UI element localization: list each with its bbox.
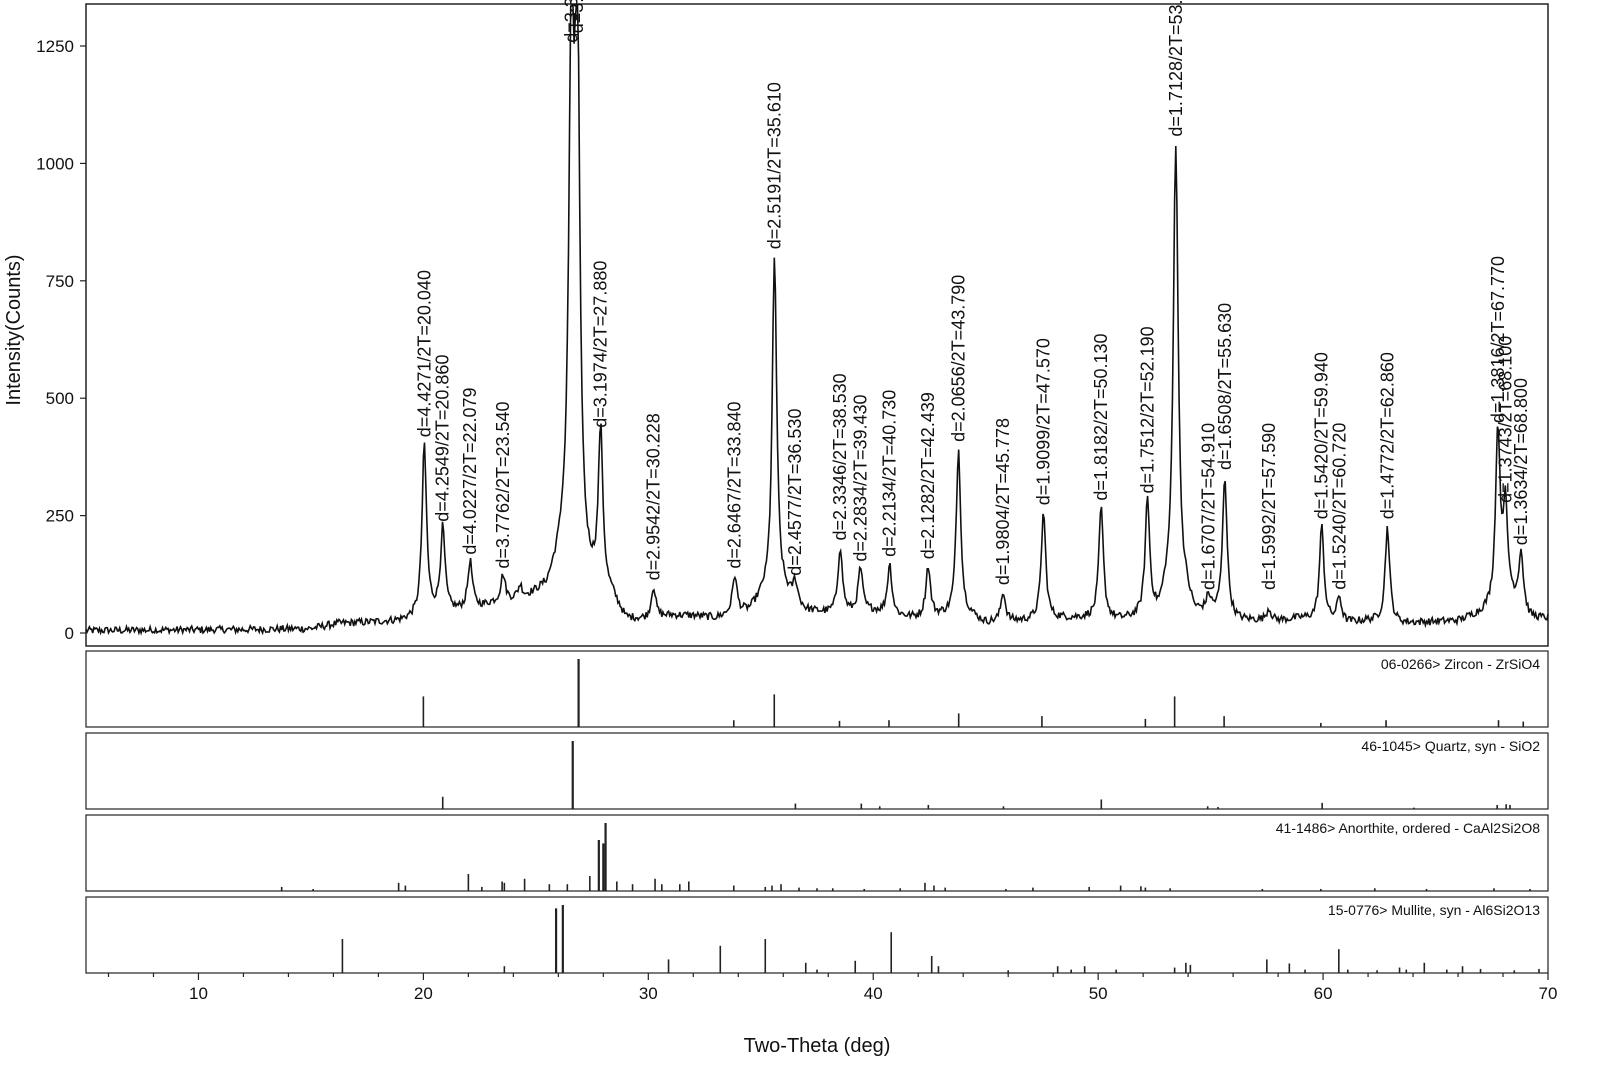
reference-panel: 46-1045> Quartz, syn - SiO2 [85, 732, 1549, 810]
peak-label: d=1.6707/2T=54.910 [1199, 423, 1219, 590]
peak-label: d=1.9804/2T=45.778 [993, 418, 1013, 585]
y-tick-label: 500 [46, 389, 74, 408]
peak-label: d=4.0227/2T=22.079 [460, 387, 480, 554]
reference-panel: 15-0776> Mullite, syn - Al6Si2O13 [85, 896, 1549, 974]
peak-label: d=1.6508/2T=55.630 [1215, 303, 1235, 470]
peak-label: d=1.4772/2T=62.860 [1377, 352, 1397, 519]
peak-label: d=3.3194/2T=26.840 [567, 0, 587, 33]
peak-label: d=1.7128/2T=53.450 [1166, 0, 1186, 137]
y-axis: 0 250 500 750 1000 1250 [36, 37, 86, 643]
peak-label: d=1.8182/2T=50.130 [1091, 333, 1111, 500]
x-tick-label: 30 [639, 984, 658, 1003]
y-tick-label: 750 [46, 272, 74, 291]
reference-pattern-name: 06-0266> Zircon - ZrSiO4 [1381, 656, 1540, 672]
diffraction-pattern-line [85, 5, 1549, 636]
x-axis: 10 20 30 40 50 60 70 [107, 973, 1558, 1003]
peak-label: d=3.3446/2T=26.598 [561, 0, 581, 43]
reference-panel: 06-0266> Zircon - ZrSiO4 [85, 650, 1549, 728]
x-tick-label: 40 [864, 984, 883, 1003]
peak-label: d=3.1974/2T=27.880 [591, 261, 611, 428]
reference-pattern-name: 41-1486> Anorthite, ordered - CaAl2Si2O8 [1276, 820, 1540, 836]
peak-label: d=1.5420/2T=59.940 [1312, 352, 1332, 519]
peak-label: d=4.2549/2T=20.860 [433, 355, 453, 522]
peak-label: d=2.0656/2T=43.790 [949, 275, 969, 442]
peak-label: d=1.9099/2T=47.570 [1034, 338, 1054, 505]
y-tick-label: 250 [46, 507, 74, 526]
peak-label: d=2.6467/2T=33.840 [725, 401, 745, 568]
reference-panel-frame [85, 650, 1549, 728]
peak-label: d=2.1282/2T=42.439 [918, 392, 938, 559]
peak-label: d=2.9542/2T=30.228 [643, 413, 663, 580]
peak-label: d=2.4577/2T=36.530 [785, 409, 805, 576]
reference-panels: 06-0266> Zircon - ZrSiO4 46-1045> Quartz,… [85, 650, 1549, 974]
x-axis-title: Two-Theta (deg) [744, 1035, 891, 1057]
x-tick-label: 10 [189, 984, 208, 1003]
peak-label: d=1.5240/2T=60.720 [1329, 423, 1349, 590]
x-tick-label: 60 [1314, 984, 1333, 1003]
peak-label: d=1.7512/2T=52.190 [1137, 326, 1157, 493]
y-axis-title: Intensity(Counts) [3, 254, 25, 405]
peak-label: d=1.3743/2T=68.100 [1495, 336, 1515, 503]
peak-label: d=3.7762/2T=23.540 [493, 401, 513, 568]
peak-label: d=1.3634/2T=68.800 [1511, 378, 1531, 545]
peak-label: d=2.5191/2T=35.610 [765, 82, 785, 249]
reference-panel: 41-1486> Anorthite, ordered - CaAl2Si2O8 [85, 814, 1549, 892]
peak-label: d=1.3816/2T=67.770 [1488, 256, 1508, 423]
reference-pattern-name: 46-1045> Quartz, syn - SiO2 [1361, 738, 1540, 754]
x-tick-label: 50 [1089, 984, 1108, 1003]
y-tick-label: 1250 [36, 37, 74, 56]
peak-label: d=4.4271/2T=20.040 [414, 270, 434, 437]
peak-label: d=1.5992/2T=57.590 [1259, 423, 1279, 590]
y-tick-label: 1000 [36, 154, 74, 173]
x-tick-label: 20 [414, 984, 433, 1003]
x-tick-label: 70 [1539, 984, 1558, 1003]
main-plot-frame [85, 3, 1549, 647]
peak-label: d=2.2834/2T=39.430 [850, 394, 870, 561]
peak-label: d=2.3346/2T=38.530 [830, 373, 850, 540]
reference-pattern-name: 15-0776> Mullite, syn - Al6Si2O13 [1328, 902, 1540, 918]
peak-label: d=2.2134/2T=40.730 [880, 390, 900, 557]
y-tick-label: 0 [65, 624, 74, 643]
reference-panel-frame [85, 732, 1549, 810]
